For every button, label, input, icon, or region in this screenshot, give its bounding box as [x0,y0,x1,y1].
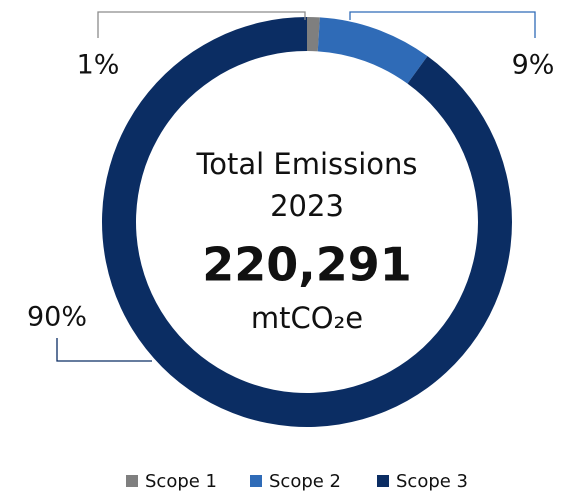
value-label: 90% [27,302,87,333]
leader-line [97,11,306,38]
value-label: 1% [77,50,120,81]
center-year: 2023 [270,189,344,223]
legend-swatch [126,475,138,487]
legend-label: Scope 1 [145,471,217,492]
leader-line [56,338,152,362]
leader-line [349,11,536,38]
legend-swatch [377,475,389,487]
value-label: 9% [512,50,555,81]
donut-segment [317,17,428,84]
legend-label: Scope 3 [396,471,468,492]
donut-segment [307,17,320,52]
legend-swatch [250,475,262,487]
unit: mtCO₂e [251,301,363,335]
total-value: 220,291 [202,238,412,292]
legend-label: Scope 2 [269,471,341,492]
center-title: Total Emissions [195,147,417,181]
